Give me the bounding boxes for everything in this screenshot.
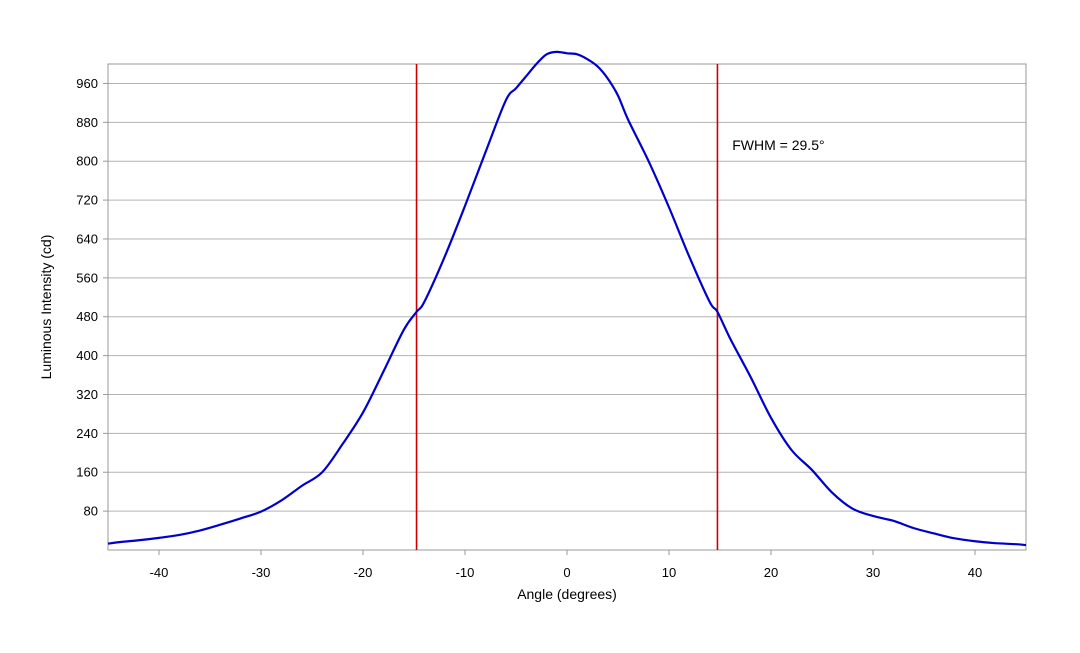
x-tick-label: -20 [354,565,373,580]
x-axis-ticks: -40 -30 -20 -10 0 10 20 30 40 [150,550,982,580]
y-tick-label: 400 [76,348,98,363]
y-tick-label: 720 [76,193,98,208]
x-tick-label: 0 [563,565,570,580]
x-tick-label: 30 [866,565,880,580]
grid-lines [108,82,1026,512]
y-axis-ticks: 80 160 240 320 400 480 560 640 720 800 880 960 [76,76,108,519]
x-tick-label: 10 [662,565,676,580]
y-axis-label: Luminous Intensity (cd) [38,235,54,380]
series-layer [107,50,1027,547]
x-tick-label: -40 [150,565,169,580]
y-tick-label: 560 [76,270,98,285]
y-tick-label: 240 [76,426,98,441]
fwhm-annotation: FWHM = 29.5° [732,137,824,153]
y-tick-label: 640 [76,231,98,246]
x-tick-label: 20 [764,565,778,580]
y-tick-label: 80 [84,504,98,519]
x-tick-label: -10 [456,565,475,580]
intensity-series-line [107,50,1027,547]
y-tick-label: 960 [76,76,98,91]
x-tick-label: 40 [968,565,982,580]
y-tick-label: 480 [76,309,98,324]
y-tick-label: 880 [76,115,98,130]
y-tick-label: 320 [76,387,98,402]
x-tick-label: -30 [252,565,271,580]
plot-area-border [107,63,1027,551]
y-tick-label: 800 [76,154,98,169]
annotation-layer: FWHM = 29.5° [732,137,824,153]
y-tick-label: 160 [76,465,98,480]
x-axis-label: Angle (degrees) [517,586,617,602]
fwhm-markers [415,64,719,550]
